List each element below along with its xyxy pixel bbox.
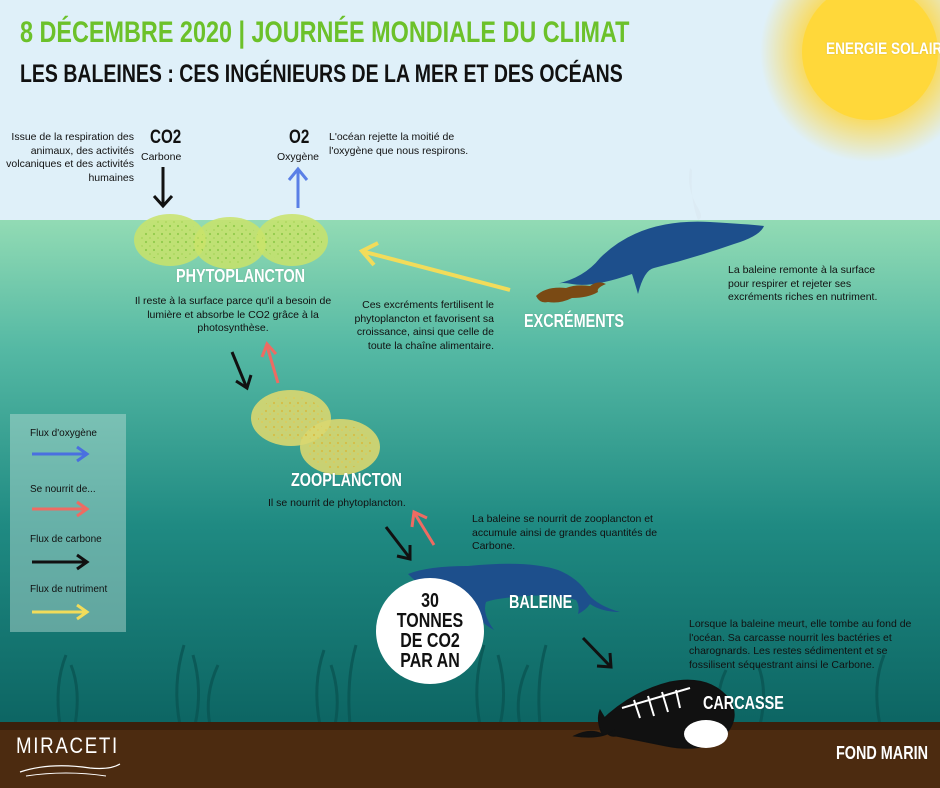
legend-label-carbon: Flux de carbone: [30, 534, 102, 545]
phytoplankton-cells: [134, 214, 328, 269]
carbon-down-arrow-2: [384, 526, 412, 561]
page-subtitle: LES BALEINES : CES INGÉNIEURS DE LA MER …: [20, 60, 623, 88]
sun-icon: [760, 0, 940, 162]
whale-icon: [408, 563, 620, 630]
zooplancton-desc: Il se nourrit de phytoplancton.: [268, 497, 406, 509]
legend: Flux d'oxygène Se nourrit de... Flux de …: [10, 414, 126, 632]
phytoplancton-desc: Il reste à la surface parce qu'il a beso…: [134, 295, 332, 334]
feed-up-arrow-1: [260, 341, 280, 384]
logo-whale-icon: [19, 763, 121, 777]
carbon-down-arrow-1: [230, 351, 253, 391]
zooplankton-cells: [251, 390, 380, 475]
surface-whale-desc: La baleine remonte à la surface pour res…: [728, 264, 878, 303]
co2-source-text: Issue de la respiration des animaux, des…: [6, 131, 134, 184]
legend-arrow-carbon: [32, 553, 90, 571]
surface-whale-icon: [556, 168, 764, 294]
zooplancton-label: ZOOPLANCTON: [291, 470, 402, 490]
co2-per-year-badge: 30 TONNES DE CO2 PAR AN: [376, 578, 484, 684]
legend-label-feeds: Se nourrit de...: [30, 484, 96, 495]
excrement-icon: [536, 282, 606, 303]
page-title: 8 DÉCEMBRE 2020 | JOURNÉE MONDIALE DU CL…: [20, 16, 630, 49]
co2-down-arrow: [152, 167, 174, 209]
carbon-down-arrow-3: [581, 636, 613, 669]
legend-arrow-feeds: [32, 500, 90, 518]
carcasse-label: CARCASSE: [703, 693, 784, 713]
carcasse-desc: Lorsque la baleine meurt, elle tombe au …: [689, 618, 912, 671]
o2-name: Oxygène: [277, 151, 320, 163]
o2-note: L'océan rejette la moitié de l'oxygène q…: [329, 131, 469, 157]
excrements-desc: Ces excréments fertilisent le phytoplanc…: [354, 299, 494, 352]
o2-up-arrow: [287, 166, 309, 208]
legend-arrow-nutrient: [32, 603, 90, 621]
phytoplancton-label: PHYTOPLANCTON: [176, 266, 306, 286]
o2-formula: O2: [289, 127, 310, 148]
fond-marin-label: FOND MARIN: [836, 743, 928, 763]
whale-carcass-icon: [572, 679, 735, 749]
sun-label: ENERGIE SOLAIRE: [826, 39, 940, 58]
co2-name: Carbone: [141, 151, 182, 163]
legend-label-nutrient: Flux de nutriment: [30, 584, 108, 595]
excrements-label: EXCRÉMENTS: [524, 311, 625, 331]
co2-formula: CO2: [150, 127, 182, 148]
baleine-label: BALEINE: [509, 592, 573, 612]
legend-label-oxygen: Flux d'oxygène: [30, 428, 97, 439]
feed-up-arrow-2: [410, 509, 436, 546]
badge-text: 30 TONNES DE CO2 PAR AN: [396, 590, 464, 672]
legend-arrow-oxygen: [32, 445, 90, 463]
baleine-desc: La baleine se nourrit de zooplancton et …: [472, 513, 658, 552]
miraceti-logo: MIRACETI: [16, 733, 119, 758]
seaweed: [56, 644, 886, 726]
nutrient-arrow: [358, 241, 511, 292]
